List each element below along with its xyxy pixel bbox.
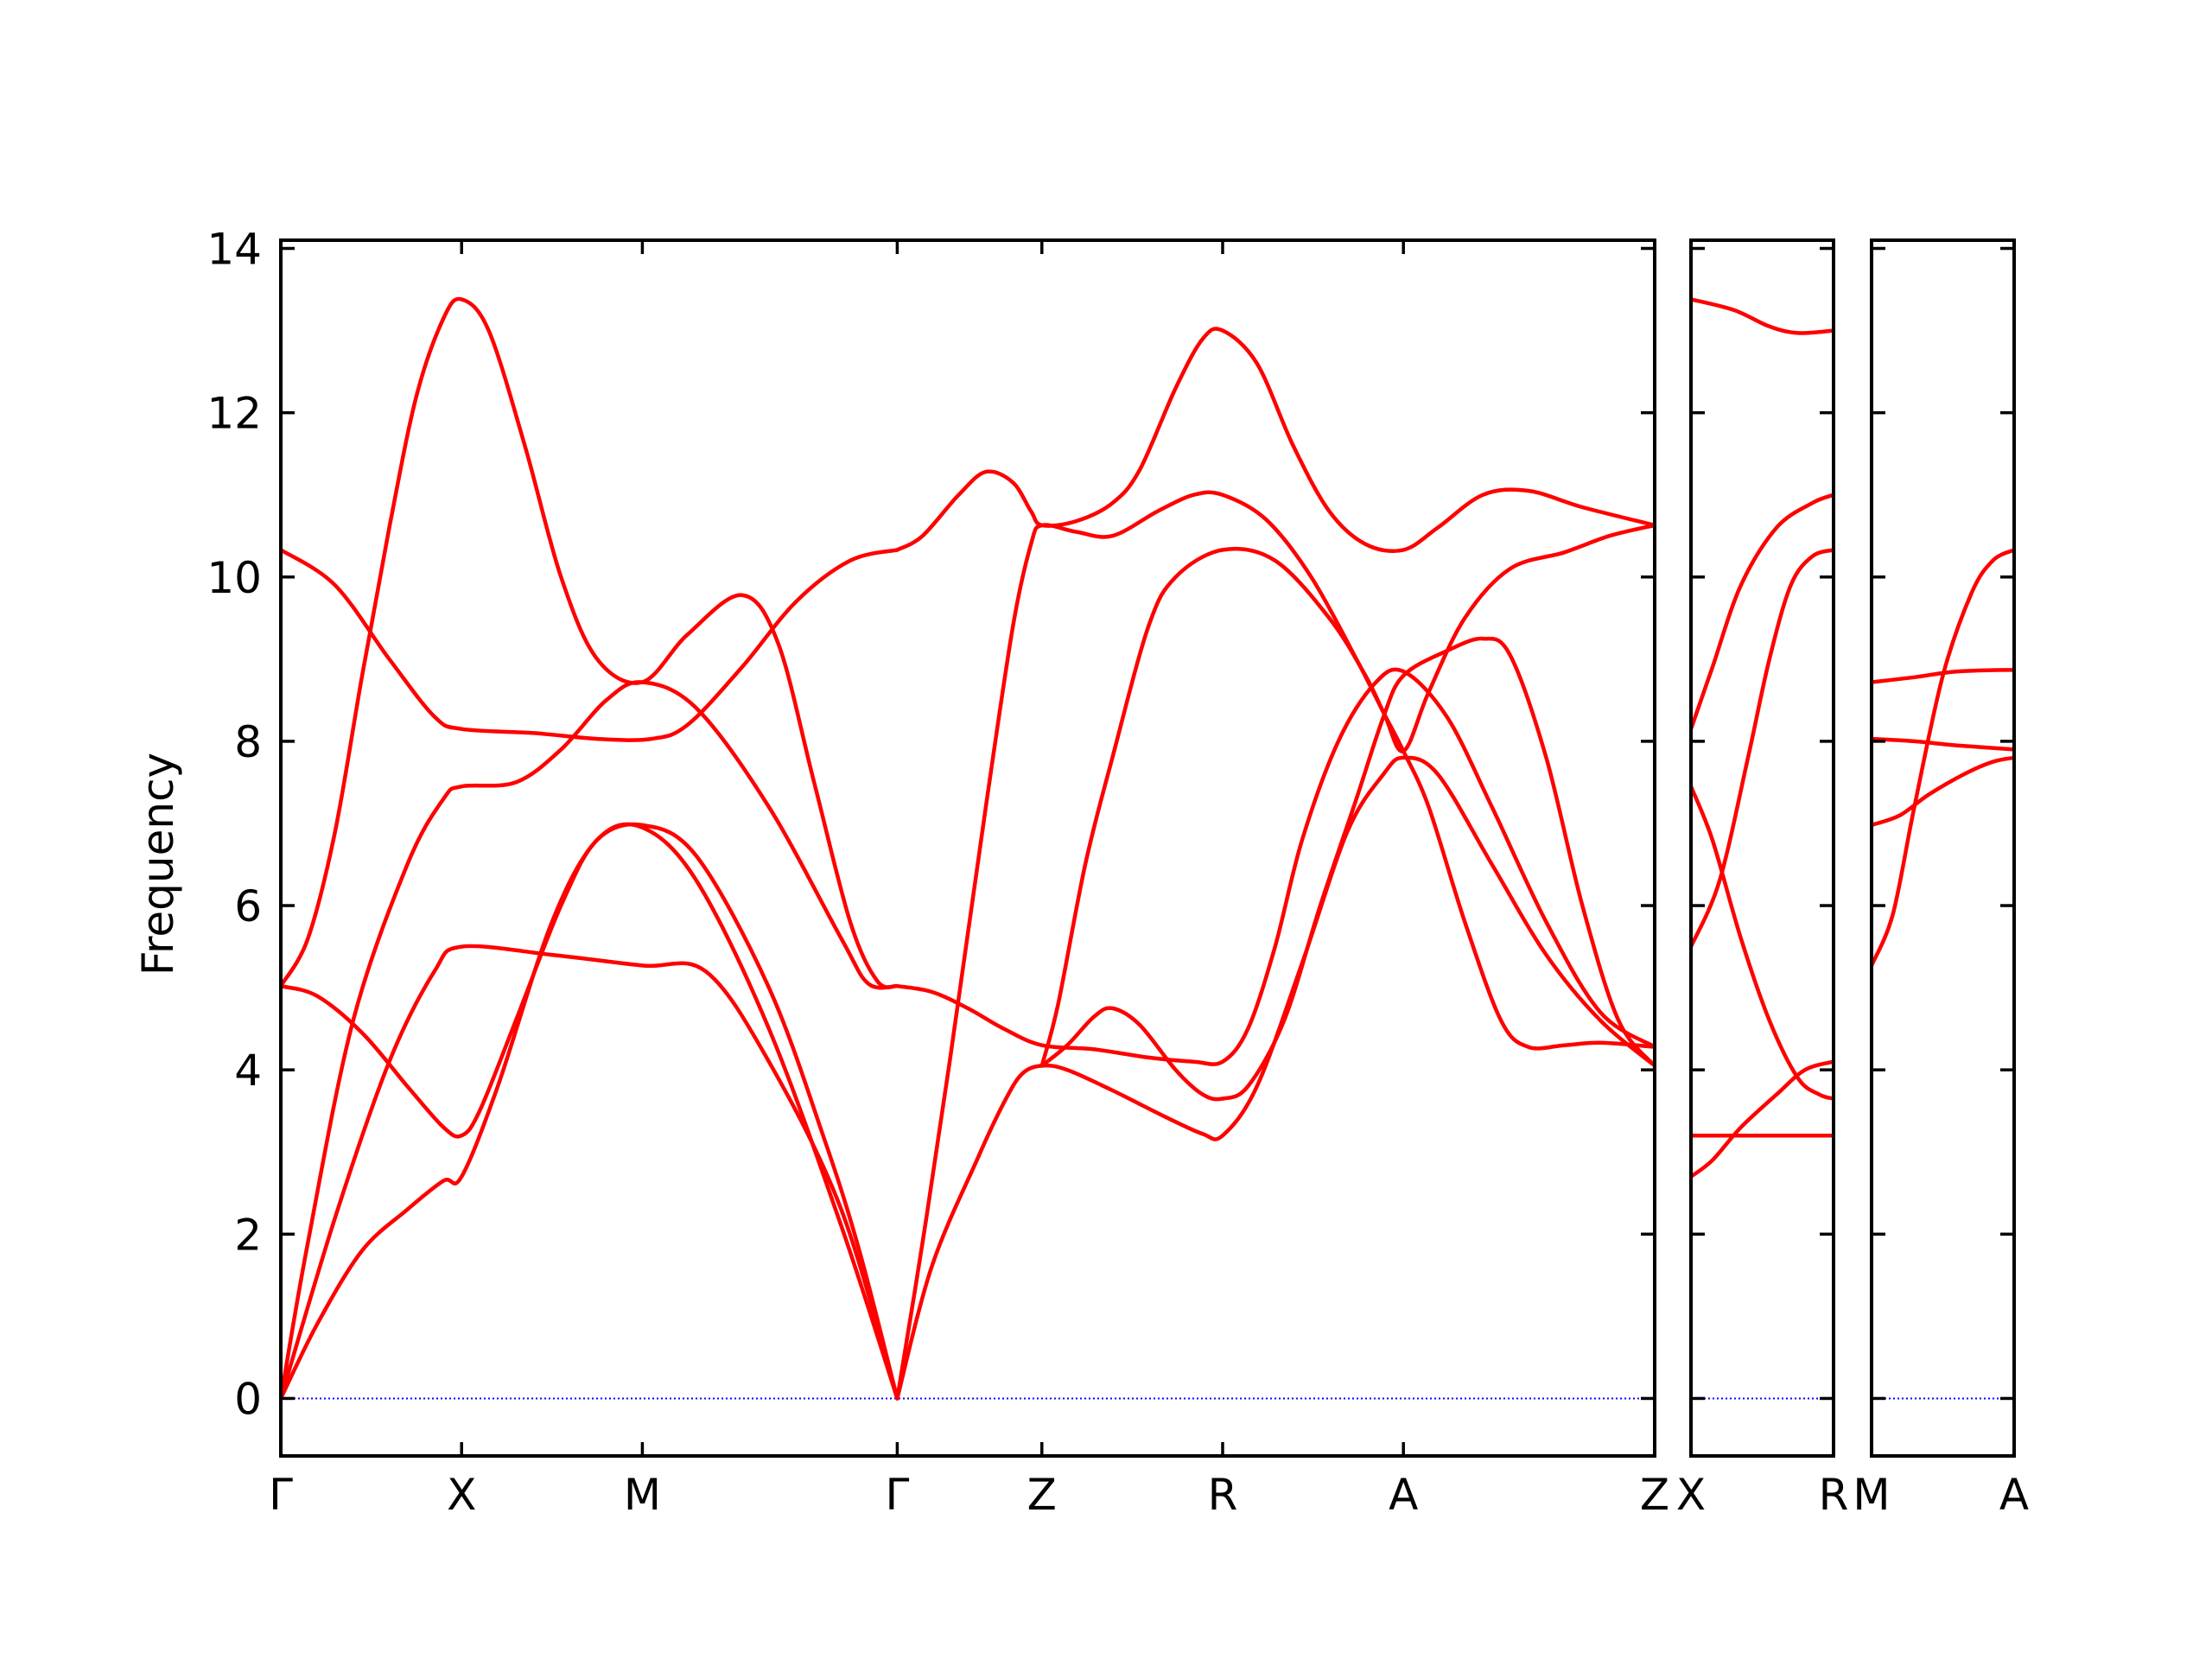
band-line-1 — [1872, 548, 2014, 968]
band-line-4 — [1872, 755, 2014, 828]
x-tick-label: A — [1389, 1470, 1418, 1520]
bands-xr — [1691, 297, 1834, 1179]
x-tick-label: R — [1208, 1470, 1238, 1520]
y-tick-label: 2 — [234, 1210, 262, 1260]
band-line-9 — [895, 327, 1655, 554]
band-line-11 — [1039, 636, 1655, 1102]
panel-main: 0 2 4 6 8 10 12 14 Γ X M Γ Z R A Z — [207, 225, 1669, 1520]
y-tick-label: 6 — [234, 881, 262, 931]
band-line-10 — [895, 667, 1655, 1066]
panel-frame — [1870, 238, 2016, 1458]
panel-frame — [1689, 238, 1835, 1458]
band-line-3 — [1872, 736, 2014, 752]
band-line-2 — [1691, 493, 1834, 731]
x-tick-label: Γ — [269, 1470, 293, 1520]
band-line-3 — [1691, 548, 1834, 949]
band-line-5 — [1691, 1059, 1834, 1179]
x-tick-label: Z — [1640, 1470, 1669, 1520]
y-axis-title: Frequency — [133, 753, 183, 976]
y-tick-label: 10 — [207, 553, 262, 603]
y-tick-label: 0 — [234, 1374, 262, 1424]
band-line-6 — [281, 822, 899, 1401]
band-line-4 — [1691, 784, 1834, 1101]
x-tick-label: Z — [1027, 1470, 1057, 1520]
band-line-3 — [281, 680, 899, 1401]
band-line-2 — [281, 944, 899, 1401]
y-tick-label: 12 — [207, 389, 262, 439]
band-line-4 — [281, 296, 899, 989]
x-tick-label: Γ — [885, 1470, 909, 1520]
y-tick-label: 8 — [234, 717, 262, 767]
x-tick-label: M — [1853, 1470, 1890, 1520]
x-tick-label: M — [624, 1470, 661, 1520]
y-tick-label: 14 — [207, 225, 262, 275]
x-tick-label: R — [1819, 1470, 1849, 1520]
y-tick-label: 4 — [234, 1046, 262, 1096]
band-line-5 — [281, 548, 899, 742]
x-tick-label: X — [1676, 1470, 1706, 1520]
bands-ma — [1872, 548, 2014, 968]
band-line-12 — [1039, 546, 1655, 1068]
band-line-8 — [895, 490, 1655, 1401]
x-tick-label: A — [1999, 1470, 2029, 1520]
panel-frame — [279, 238, 1656, 1458]
x-tick-label: X — [447, 1470, 476, 1520]
band-line-1 — [281, 822, 899, 1401]
band-line-1 — [1691, 297, 1834, 335]
bands-main — [281, 296, 1655, 1401]
band-line-7 — [895, 755, 1655, 1401]
band-line-2 — [1872, 667, 2014, 684]
